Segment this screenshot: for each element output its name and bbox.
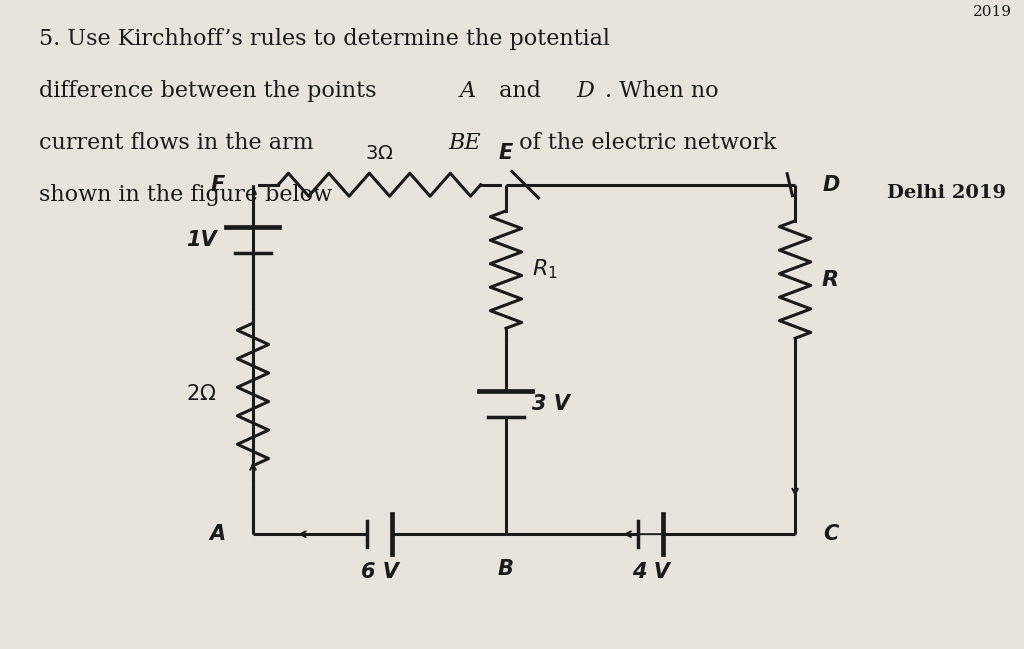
Text: 3$\Omega$: 3$\Omega$ <box>366 143 394 163</box>
Text: E: E <box>499 143 513 163</box>
Text: C: C <box>823 524 839 544</box>
Text: D: D <box>575 80 594 102</box>
Text: 4 V: 4 V <box>632 562 670 582</box>
Text: 3 V: 3 V <box>532 395 570 414</box>
Text: $R_1$: $R_1$ <box>532 258 558 282</box>
Text: A: A <box>209 524 225 544</box>
Text: 2$\Omega$: 2$\Omega$ <box>186 384 217 404</box>
Text: BE: BE <box>449 132 481 154</box>
Text: 1V: 1V <box>186 230 217 250</box>
Text: B: B <box>498 559 514 579</box>
Text: shown in the figure below: shown in the figure below <box>39 184 332 206</box>
Text: of the electric network: of the electric network <box>512 132 776 154</box>
Text: 5. Use Kirchhoff’s rules to determine the potential: 5. Use Kirchhoff’s rules to determine th… <box>39 28 609 50</box>
Text: . When no: . When no <box>605 80 719 102</box>
Text: D: D <box>823 175 840 195</box>
Text: current flows in the arm: current flows in the arm <box>39 132 321 154</box>
Text: R: R <box>821 269 839 289</box>
Text: 6 V: 6 V <box>360 562 398 582</box>
Text: difference between the points: difference between the points <box>39 80 383 102</box>
Text: 2019: 2019 <box>973 5 1012 19</box>
Text: Delhi 2019: Delhi 2019 <box>887 184 1006 202</box>
Text: A: A <box>460 80 476 102</box>
Text: and: and <box>492 80 548 102</box>
Text: F: F <box>211 175 225 195</box>
